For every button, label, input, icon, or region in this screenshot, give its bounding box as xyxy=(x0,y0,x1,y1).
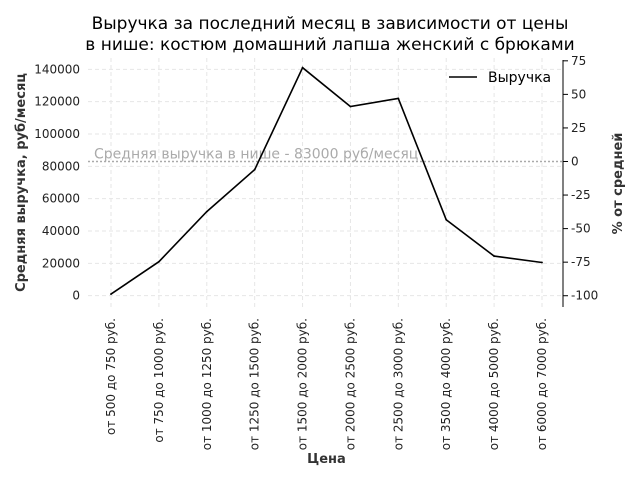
data-point xyxy=(301,66,304,69)
y2-tick-label: -25 xyxy=(571,188,591,202)
y-tick-label: 140000 xyxy=(34,62,80,76)
x-tick-label: от 1000 до 1250 руб. xyxy=(200,318,214,450)
data-point xyxy=(110,293,112,295)
chart-title: Выручка за последний месяц в зависимости… xyxy=(85,14,574,55)
y2-tick-label: -100 xyxy=(571,289,598,303)
average-annotation: Средняя выручка в нише - 83000 руб/месяц xyxy=(94,146,418,162)
y-tick-label: 120000 xyxy=(34,95,80,109)
x-tick-label: от 2500 до 3000 руб. xyxy=(391,318,405,450)
series-line xyxy=(110,66,543,295)
x-tick-label: от 750 до 1000 руб. xyxy=(152,318,166,443)
data-point xyxy=(253,168,256,171)
y2-axis-label: % от средней xyxy=(611,133,626,235)
y-tick-label: 20000 xyxy=(42,256,80,270)
x-tick-label: от 6000 до 7000 руб. xyxy=(535,318,549,450)
y2-tick-label: 0 xyxy=(571,154,579,168)
chart-grid xyxy=(88,58,563,307)
x-tick-label: от 3500 до 4000 руб. xyxy=(439,318,453,450)
y2-tick-label: -50 xyxy=(571,222,591,236)
y-tick-label: 60000 xyxy=(42,192,80,206)
y2-tick-label: 25 xyxy=(571,121,586,135)
data-point xyxy=(157,260,160,263)
y2-tick-label: 75 xyxy=(571,54,586,68)
y2-tick-label: -75 xyxy=(571,255,591,269)
chart-title-line: в нише: костюм домашний лапша женский с … xyxy=(85,35,574,55)
y-axis-label: Средняя выручка, руб/месяц xyxy=(14,73,29,292)
x-tick-label: от 500 до 750 руб. xyxy=(104,318,118,435)
x-tick-label: от 4000 до 5000 руб. xyxy=(487,318,501,450)
series-group xyxy=(110,66,543,295)
data-point xyxy=(541,261,543,264)
legend: Выручка xyxy=(449,70,551,86)
x-tick-label: от 1500 до 2000 руб. xyxy=(296,318,310,450)
x-tick-label: от 1250 до 1500 руб. xyxy=(248,318,262,450)
data-point xyxy=(397,97,400,100)
chart-title-line: Выручка за последний месяц в зависимости… xyxy=(92,14,569,34)
data-point xyxy=(493,255,496,257)
legend-label: Выручка xyxy=(488,70,551,86)
data-point xyxy=(205,210,208,213)
x-tick-label: от 2000 до 2500 руб. xyxy=(343,318,357,450)
average-line-group: Средняя выручка в нише - 83000 руб/месяц xyxy=(88,146,563,162)
y-tick-label: 100000 xyxy=(34,127,80,141)
y-tick-label: 40000 xyxy=(42,224,80,238)
y-tick-label: 0 xyxy=(72,289,80,303)
y-tick-label: 80000 xyxy=(42,159,80,173)
axes-group: 0 20000 40000 60000 80000 100000 120000 140000 -… xyxy=(14,54,626,467)
data-point xyxy=(445,218,448,221)
y2-tick-label: 50 xyxy=(571,87,586,101)
x-axis-label: Цена xyxy=(307,452,346,467)
data-point xyxy=(349,105,352,108)
